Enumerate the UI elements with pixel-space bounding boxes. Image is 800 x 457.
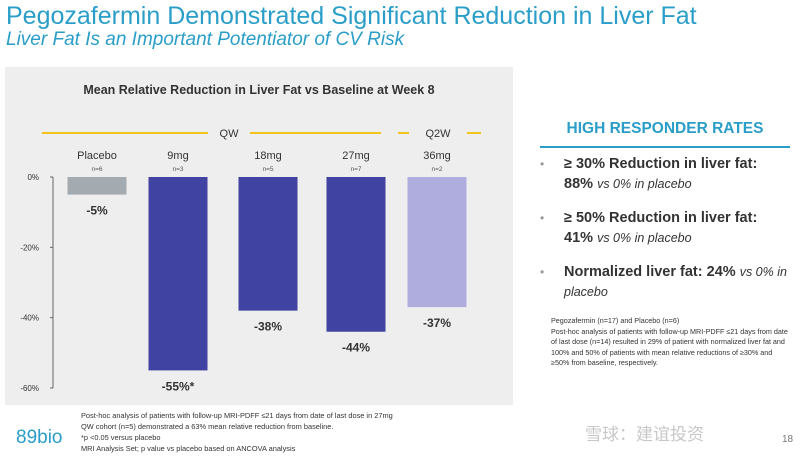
bullet-value: 41% — [564, 230, 594, 246]
y-tick-label: -20% — [20, 243, 39, 252]
bullet-compare: vs 0% in placebo — [597, 177, 692, 191]
responder-notes: Pegozafermin (n=17) and Placebo (n=6) Po… — [551, 316, 791, 369]
group-label: QW — [220, 128, 240, 140]
footnote-line: QW cohort (n=5) demonstrated a 63% mean … — [81, 422, 334, 431]
n-label: n=7 — [350, 166, 361, 173]
note-line: Post-hoc analysis of patients with follo… — [551, 326, 788, 368]
data-label: -5% — [86, 204, 108, 218]
category-label: Placebo — [77, 150, 117, 162]
high-responder-divider — [540, 146, 790, 148]
bar — [148, 177, 208, 371]
category-label: 27mg — [342, 150, 370, 162]
bullet-value: 24% — [706, 264, 736, 280]
note-line: Pegozafermin (n=17) and Placebo (n=6) — [551, 316, 680, 325]
bar — [238, 177, 298, 311]
high-responder-title: HIGH RESPONDER RATES — [566, 120, 764, 137]
bullet-icon: • — [540, 265, 545, 279]
footnote-line: MRI Analysis Set; p value vs placebo bas… — [81, 444, 296, 453]
bullet-head: Normalized liver fat: — [564, 264, 703, 280]
chart-footnotes: Post-hoc analysis of patients with follo… — [81, 410, 461, 454]
bar — [407, 177, 467, 308]
n-label: n=2 — [431, 166, 442, 173]
chart-title: Mean Relative Reduction in Liver Fat vs … — [83, 83, 435, 97]
n-label: n=6 — [91, 166, 102, 173]
data-label: -37% — [423, 316, 451, 330]
watermark: 雪球：建谊投资 — [585, 425, 704, 444]
bar — [67, 177, 127, 195]
bullet-head: ≥ 50% Reduction in liver fat: — [564, 210, 758, 226]
bar — [326, 177, 386, 332]
responder-bullet: • Normalized liver fat: 24% vs 0% in pla… — [540, 262, 795, 302]
bullet-head: ≥ 30% Reduction in liver fat: — [564, 156, 758, 172]
bullet-compare: vs 0% in placebo — [564, 265, 787, 299]
page-title: Pegozafermin Demonstrated Significant Re… — [6, 2, 697, 30]
bar-chart: 0% -20% -40% -60% QW Q2W Placebo n=6 -5% 9mg n=3 -5… — [20, 128, 481, 393]
company-logo: 89bio — [16, 427, 63, 448]
page-subtitle: Liver Fat Is an Important Potentiator of… — [6, 29, 405, 50]
category-label: 9mg — [167, 150, 188, 162]
responder-bullet: • ≥ 30% Reduction in liver fat: 88% vs 0… — [540, 154, 795, 194]
y-tick-label: -60% — [20, 384, 39, 393]
bullet-compare: vs 0% in placebo — [597, 231, 692, 245]
data-label: -38% — [254, 320, 282, 334]
y-tick-label: 0% — [27, 173, 39, 182]
category-label: 36mg — [423, 150, 451, 162]
chart-panel: Mean Relative Reduction in Liver Fat vs … — [5, 67, 513, 405]
footnote-line: Post-hoc analysis of patients with follo… — [81, 411, 393, 420]
footnote-line: *p <0.05 versus placebo — [81, 433, 161, 442]
bullet-icon: • — [540, 211, 545, 225]
responder-bullet: • ≥ 50% Reduction in liver fat: 41% vs 0… — [540, 208, 795, 248]
page-number: 18 — [782, 434, 794, 445]
bullet-value: 88% — [564, 176, 594, 192]
n-label: n=3 — [172, 166, 183, 173]
n-label: n=5 — [262, 166, 273, 173]
data-label: -55%* — [162, 379, 195, 393]
bullet-icon: • — [540, 157, 545, 171]
group-label: Q2W — [425, 128, 451, 140]
data-label: -44% — [342, 341, 370, 355]
y-tick-label: -40% — [20, 314, 39, 323]
category-label: 18mg — [254, 150, 282, 162]
